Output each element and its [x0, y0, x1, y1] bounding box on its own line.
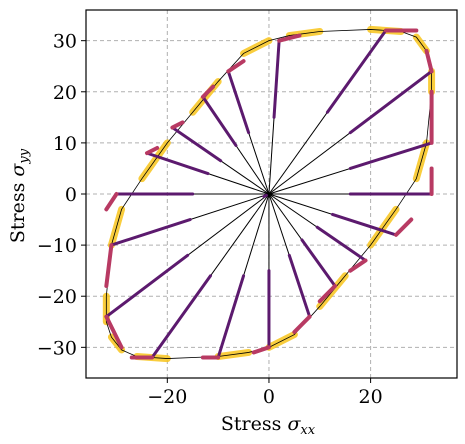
- ray-loading: [315, 225, 368, 262]
- stress-ray: [104, 193, 270, 288]
- ray-yield-flow: [317, 284, 338, 304]
- ray-yield-flow: [144, 146, 160, 156]
- ray-loading: [201, 95, 238, 147]
- ray-yield-flow: [394, 217, 414, 237]
- ray-loading: [348, 69, 434, 135]
- y-tick-label: −20: [37, 286, 77, 308]
- stress-ray: [268, 28, 419, 195]
- axis-ticks: −20 0 20 30 20 10 0 −10 −20 −30: [37, 31, 383, 408]
- ray-yield-flow: [104, 192, 119, 212]
- ray-yield-flow: [170, 120, 185, 130]
- stress-ray: [262, 193, 270, 199]
- y-tick-label: 20: [53, 82, 77, 104]
- ray-loading: [325, 28, 388, 114]
- ray-loading: [287, 253, 312, 319]
- ray-loading: [145, 151, 210, 176]
- ray-yield-flow: [104, 314, 124, 350]
- ray-yield-flow: [200, 84, 216, 99]
- stress-ray: [268, 193, 368, 273]
- ray-loading: [109, 218, 192, 247]
- stress-ray: [170, 120, 270, 195]
- stress-ray: [268, 193, 338, 304]
- y-tick-label: −10: [37, 235, 77, 257]
- ray-yield-flow: [292, 314, 312, 334]
- ray-yield-flow: [226, 59, 246, 74]
- stress-ray: [104, 193, 270, 350]
- ray-yield-flow: [424, 48, 434, 74]
- y-tick-label: 30: [53, 31, 77, 53]
- ray-loading: [226, 69, 251, 135]
- stress-ray: [200, 193, 270, 360]
- x-axis-label-sub: xx: [300, 423, 315, 438]
- y-tick-label: 10: [53, 133, 77, 155]
- ray-loading: [272, 39, 281, 119]
- ray-yield-flow: [104, 243, 114, 288]
- x-tick-label: 0: [263, 386, 275, 408]
- ray-yield-flow: [277, 33, 302, 43]
- y-tick-label: −30: [37, 337, 77, 359]
- x-tick-label: 20: [359, 386, 383, 408]
- stress-ray: [200, 84, 270, 195]
- y-axis-label: Stress σyy: [7, 148, 32, 243]
- ray-loading: [262, 193, 268, 199]
- y-axis-label-sub: yy: [17, 148, 32, 164]
- y-tick-label: 0: [65, 184, 77, 206]
- stress-ray: [268, 48, 434, 195]
- ray-yield-flow: [348, 258, 368, 273]
- stress-ray: [268, 33, 302, 195]
- ray-loading: [150, 274, 213, 360]
- ray-loading: [300, 238, 337, 288]
- yield-surface-curve: [105, 29, 432, 359]
- x-axis-label: Stress σxx: [221, 413, 316, 438]
- stress-ray: [144, 146, 270, 195]
- ray-loading: [330, 212, 398, 237]
- stress-ray: [226, 59, 270, 195]
- x-tick-label: −20: [147, 386, 187, 408]
- ray-loading: [216, 274, 246, 360]
- ray-loading: [104, 253, 190, 319]
- stress-ray: [268, 193, 312, 334]
- yield-surface: [105, 29, 432, 359]
- stress-ray: [268, 166, 434, 196]
- stress-ray: [104, 192, 269, 212]
- stress-rays: [104, 28, 434, 360]
- y-axis-label-text: Stress: [7, 177, 29, 244]
- ray-yield-flow: [251, 345, 271, 355]
- ray-loading: [170, 126, 223, 163]
- stress-ray: [251, 194, 271, 355]
- ray-loading: [348, 141, 434, 170]
- stress-ray: [268, 193, 414, 237]
- x-axis-label-text: Stress: [221, 413, 288, 435]
- stress-ray: [268, 89, 434, 195]
- stress-ray: [129, 193, 270, 360]
